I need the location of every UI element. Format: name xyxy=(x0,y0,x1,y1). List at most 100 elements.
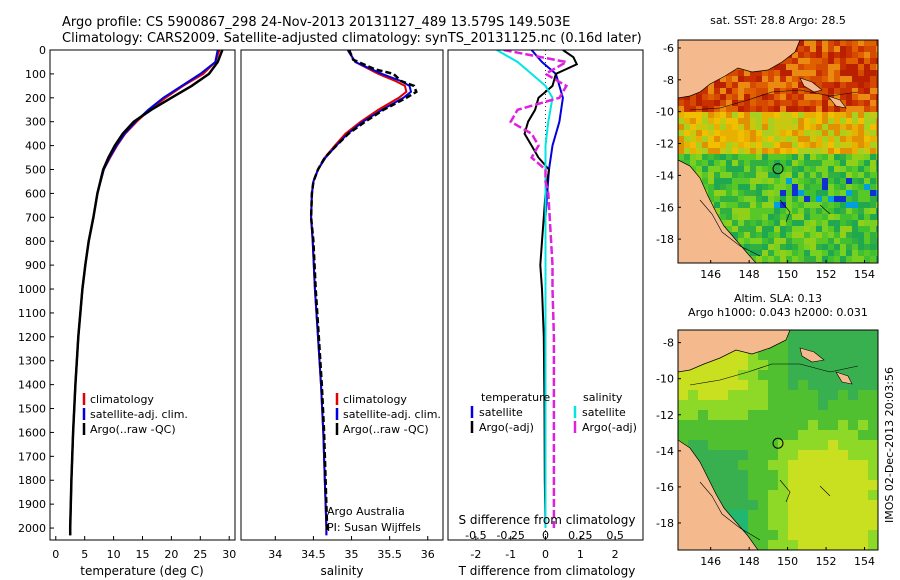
map-cell xyxy=(848,460,859,471)
map-cell xyxy=(768,520,779,531)
map-cell xyxy=(708,440,719,451)
map-cell xyxy=(870,166,877,173)
legend-climatology-label: climatology xyxy=(343,393,407,406)
map-cell xyxy=(858,390,869,401)
map-cell xyxy=(756,184,763,191)
map-cell xyxy=(876,124,878,131)
map-cell xyxy=(828,232,835,239)
map-cell xyxy=(788,380,799,391)
map-cell xyxy=(780,238,787,245)
map-cell xyxy=(858,184,865,191)
map-cell xyxy=(858,400,869,411)
map-cell xyxy=(822,154,829,161)
map-cell xyxy=(696,112,703,119)
map-cell xyxy=(798,70,805,77)
map-cell xyxy=(840,40,847,47)
map-cell xyxy=(756,256,763,263)
map-cell xyxy=(816,220,823,227)
map-cell xyxy=(774,70,781,77)
map-cell xyxy=(828,148,835,155)
map-cell xyxy=(684,100,691,107)
map-cell xyxy=(804,112,811,119)
map-cell xyxy=(726,76,733,83)
map-cell xyxy=(840,202,847,209)
map-cell xyxy=(786,202,793,209)
map-cell xyxy=(738,350,749,361)
map-cell xyxy=(864,190,871,197)
map-cell xyxy=(708,172,715,179)
map-cell xyxy=(868,450,878,461)
map-cell xyxy=(838,380,849,391)
map-cell xyxy=(708,142,715,149)
map-cell xyxy=(726,196,733,203)
map-cell xyxy=(858,220,865,227)
x2-tick-label: 0.5 xyxy=(606,529,624,542)
map-cell xyxy=(684,106,691,113)
map-cell xyxy=(870,40,877,47)
map-cell xyxy=(718,500,729,511)
map-cell xyxy=(876,148,878,155)
map-cell xyxy=(816,226,823,233)
map-cell xyxy=(834,124,841,131)
map-cell xyxy=(762,112,769,119)
depth-axis: 0100200300400500600700800900100011001200… xyxy=(18,44,54,535)
map-cell xyxy=(750,238,757,245)
map-cell xyxy=(792,118,799,125)
map-cell xyxy=(834,232,841,239)
map-cell xyxy=(798,94,805,101)
map-cell xyxy=(750,214,757,221)
map-cell xyxy=(804,106,811,113)
map-cell xyxy=(702,118,709,125)
map-cell xyxy=(808,340,819,351)
map-cell xyxy=(810,238,817,245)
lon-tick-label: 154 xyxy=(854,268,875,281)
map-cell xyxy=(838,420,849,431)
map-cell xyxy=(816,94,823,101)
map-cell xyxy=(786,64,793,71)
map-cell xyxy=(798,40,805,47)
map-cell xyxy=(720,112,727,119)
map-cell xyxy=(762,130,769,137)
map-cell xyxy=(678,136,685,143)
map-cell xyxy=(868,350,878,361)
map-cell xyxy=(774,106,781,113)
map-cell xyxy=(834,202,841,209)
map-cell xyxy=(744,226,751,233)
map-cell xyxy=(774,112,781,119)
map-cell xyxy=(768,118,775,125)
map-cell xyxy=(858,380,869,391)
map-cell xyxy=(762,250,769,257)
map-cell xyxy=(780,172,787,179)
map-cell xyxy=(774,88,781,95)
map-cell xyxy=(798,530,809,541)
map-cell xyxy=(756,118,763,125)
map-cell xyxy=(684,118,691,125)
map-cell xyxy=(726,166,733,173)
map-cell xyxy=(808,380,819,391)
map-cell xyxy=(816,58,823,65)
map-cell xyxy=(818,490,829,501)
map-cell xyxy=(804,142,811,149)
map-cell xyxy=(840,52,847,59)
map-cell xyxy=(708,410,719,421)
map-cell xyxy=(852,40,859,47)
map-cell xyxy=(828,370,839,381)
map-cell xyxy=(762,244,769,251)
map-cell xyxy=(738,118,745,125)
map-cell xyxy=(870,52,877,59)
map-cell xyxy=(702,136,709,143)
map-cell xyxy=(780,160,787,167)
map-cell xyxy=(726,118,733,125)
map-cell xyxy=(780,208,787,215)
map-cell xyxy=(876,88,878,95)
map-cell xyxy=(868,480,878,491)
map-cell xyxy=(708,100,715,107)
map-cell xyxy=(702,184,709,191)
map-cell xyxy=(780,94,787,101)
map-cell xyxy=(828,178,835,185)
map-cell xyxy=(714,106,721,113)
map-cell xyxy=(688,440,699,451)
map-cell xyxy=(822,214,829,221)
map-cell xyxy=(792,130,799,137)
map-cell xyxy=(748,480,759,491)
